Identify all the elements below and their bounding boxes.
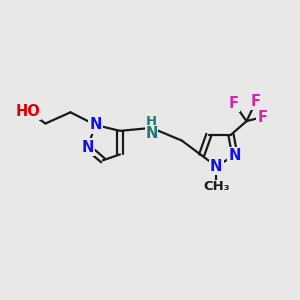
Text: N: N [210,159,222,174]
Text: CH₃: CH₃ [203,180,230,193]
Text: N: N [89,118,102,133]
Text: N: N [145,126,158,141]
Text: F: F [251,94,261,109]
Text: HO: HO [15,103,40,118]
Text: F: F [229,96,239,111]
Text: N: N [229,148,241,163]
Text: N: N [81,140,94,154]
Text: H: H [146,115,157,128]
Text: F: F [257,110,268,124]
